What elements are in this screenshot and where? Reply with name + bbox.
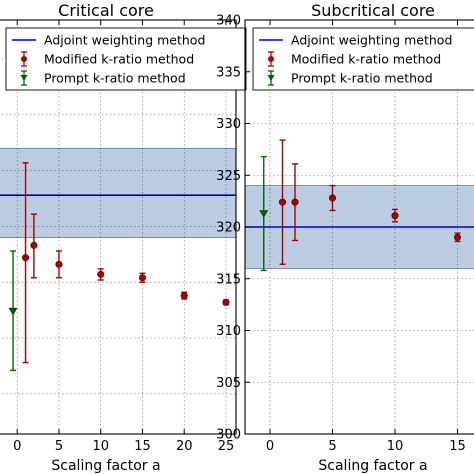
panel-subcritical: Subcritical core 0 5 10 15 300 305 310 315 320 325… xyxy=(216,1,474,474)
legend-entry: Prompt k-ratio method xyxy=(291,71,433,86)
plot-area xyxy=(245,20,474,434)
data-point xyxy=(55,260,63,268)
x-tick-label: 10 xyxy=(92,439,109,454)
x-tick-label: 0 xyxy=(13,439,21,454)
data-point xyxy=(391,212,399,220)
x-axis-label: Scaling factor a xyxy=(51,458,160,474)
panel-critical: Critical core 0 5 10 15 20 25 Scaling factor a A… xyxy=(0,1,247,474)
y-tick-label: 330 xyxy=(216,117,241,132)
x-tick-label: 25 xyxy=(218,439,235,454)
data-point xyxy=(222,298,230,306)
legend-entry: Prompt k-ratio method xyxy=(44,71,186,86)
y-tick-label: 325 xyxy=(216,169,241,184)
axes-frame xyxy=(0,19,237,435)
data-point xyxy=(328,194,337,202)
data-point xyxy=(180,292,188,300)
x-tick-label: 15 xyxy=(449,439,466,454)
y-tick-label: 320 xyxy=(216,221,241,236)
data-point xyxy=(259,210,269,218)
y-tick-label: 315 xyxy=(216,272,241,287)
prompt-k-ratio-series xyxy=(259,155,269,272)
prompt-k-ratio-series xyxy=(8,250,18,372)
data-point xyxy=(22,254,30,262)
adjoint-uncertainty-band xyxy=(0,147,236,239)
y-tick-label: 305 xyxy=(216,376,241,391)
legend-marker-icon xyxy=(21,56,27,62)
chart-title: Critical core xyxy=(58,1,154,20)
data-point xyxy=(97,270,105,278)
data-point xyxy=(30,241,38,249)
x-tick-label: 15 xyxy=(134,439,151,454)
data-point xyxy=(8,307,18,316)
legend: Adjoint weighting method Modified k-ratio… xyxy=(5,27,247,91)
legend-box xyxy=(252,27,474,91)
x-tick-label: 0 xyxy=(266,439,274,454)
y-tick-label: 335 xyxy=(216,65,241,80)
data-point xyxy=(453,233,462,241)
modified-k-ratio-series xyxy=(278,139,462,265)
data-point xyxy=(138,274,147,282)
legend-entry: Adjoint weighting method xyxy=(291,33,452,48)
legend-box xyxy=(5,27,247,91)
y-tick-label: 310 xyxy=(216,324,241,339)
x-tick-label: 5 xyxy=(55,439,63,454)
y-tick-label: 340 xyxy=(216,14,241,29)
x-tick-label: 5 xyxy=(328,439,336,454)
legend-entry: Adjoint weighting method xyxy=(44,33,205,48)
legend-marker-icon xyxy=(20,75,28,82)
data-point xyxy=(291,198,299,206)
legend-marker-icon xyxy=(268,56,274,62)
legend-entry: Modified k-ratio method xyxy=(291,52,441,67)
x-tick-label: 20 xyxy=(176,439,193,454)
legend-marker-icon xyxy=(267,75,275,82)
data-point xyxy=(278,198,287,206)
legend: Adjoint weighting method Modified k-ratio… xyxy=(252,27,474,91)
x-tick-label: 10 xyxy=(387,439,404,454)
y-tick-label: 300 xyxy=(216,428,241,443)
x-axis-label: Scaling factor a xyxy=(318,458,427,474)
modified-k-ratio-series xyxy=(22,162,230,364)
legend-entry: Modified k-ratio method xyxy=(44,52,194,67)
chart-title: Subcritical core xyxy=(311,1,435,20)
